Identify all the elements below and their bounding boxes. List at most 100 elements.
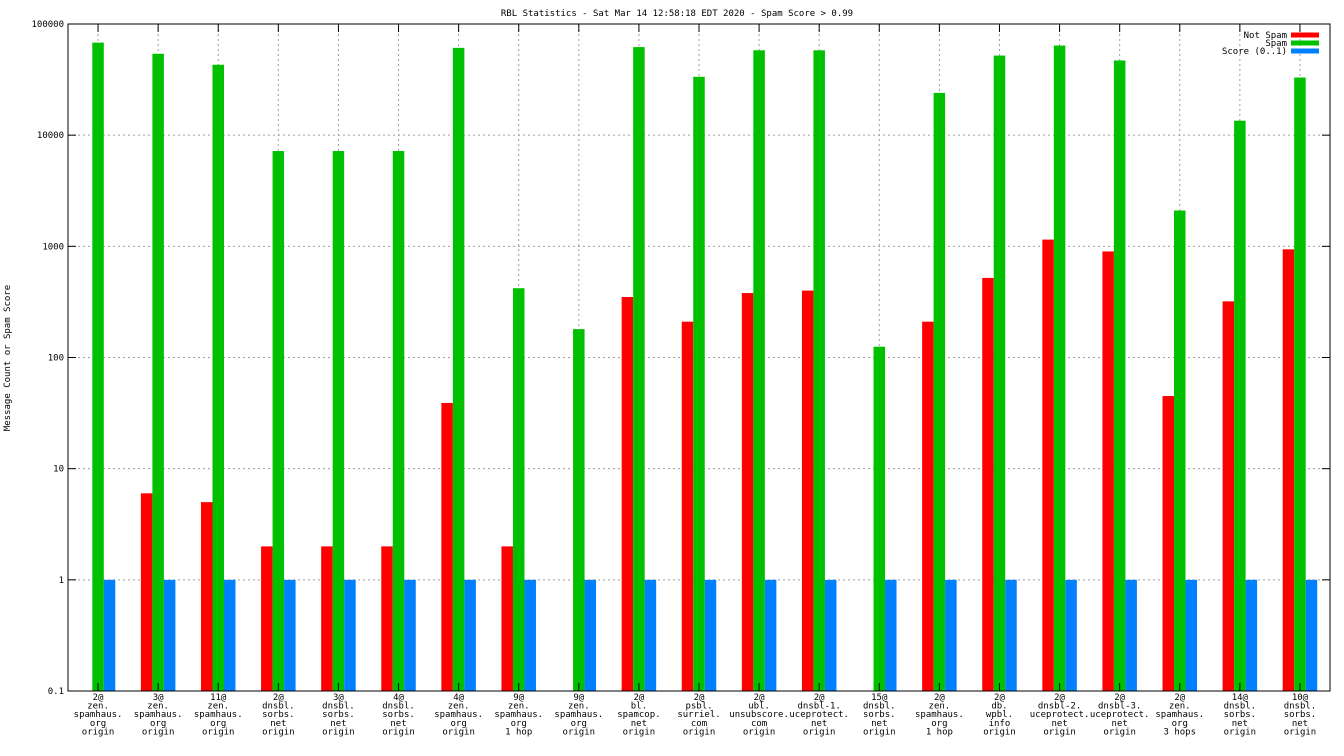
x-tick-label: org	[931, 719, 947, 729]
bar-score-0-1-	[945, 579, 957, 691]
bar-spam	[633, 47, 645, 692]
bar-spam	[392, 151, 405, 691]
x-tick-label: origin	[1224, 727, 1257, 737]
x-tick-label: zen.	[929, 702, 951, 712]
bar-score-0-1-	[584, 579, 597, 691]
y-tick-label: 100000	[31, 20, 64, 30]
bar-not-spam	[801, 290, 814, 691]
x-tick-label: zen.	[207, 702, 229, 712]
bar-score-0-1-	[163, 579, 176, 691]
x-tick-label: 2@	[1174, 693, 1185, 703]
y-tick-label: 100	[48, 354, 64, 364]
bar-not-spam	[1102, 251, 1114, 691]
x-tick-label: origin	[1043, 727, 1076, 737]
x-tick-label: 10@	[1292, 693, 1309, 703]
x-tick-label: origin	[262, 727, 295, 737]
x-tick-label: dnsbl-3.	[1098, 702, 1141, 712]
x-tick-label: origin	[803, 727, 836, 737]
x-tick-label: 3 hops	[1164, 727, 1197, 737]
y-tick-label: 1000	[42, 242, 64, 252]
x-tick-label: net	[811, 719, 827, 729]
bar-score-0-1-	[103, 579, 116, 691]
bar-not-spam	[982, 277, 994, 691]
x-tick-label: net	[330, 719, 346, 729]
x-tick-label: 2@	[1114, 693, 1125, 703]
x-tick-label: 2@	[93, 693, 104, 703]
bar-spam	[212, 64, 224, 691]
x-tick-label: dnsbl.	[322, 702, 355, 712]
bar-score-0-1-	[885, 579, 897, 691]
x-tick-label: origin	[743, 727, 776, 737]
x-tick-label: 2@	[994, 693, 1005, 703]
x-tick-label: origin	[623, 727, 656, 737]
x-tick-label: net	[1232, 719, 1248, 729]
legend-label: Not Spam	[1244, 31, 1287, 41]
y-axis-label: Message Count or Spam Score	[3, 285, 13, 431]
x-tick-label: origin	[202, 727, 235, 737]
bar-spam	[512, 288, 525, 691]
x-tick-label: origin	[563, 727, 596, 737]
bar-not-spam	[381, 546, 393, 691]
bar-score-0-1-	[644, 579, 657, 691]
x-tick-label: spamhaus.	[494, 710, 543, 720]
x-tick-label: com	[691, 719, 707, 729]
bar-not-spam	[1222, 301, 1235, 691]
x-tick-label: org	[511, 719, 527, 729]
x-tick-label: 2@	[934, 693, 945, 703]
bar-spam	[1294, 77, 1306, 691]
x-tick-label: 1 hop	[505, 727, 532, 737]
bar-spam	[873, 346, 886, 691]
x-tick-label: origin	[382, 727, 415, 737]
x-tick-label: surriel.	[677, 710, 720, 720]
legend-label: Score (0..1)	[1222, 47, 1287, 57]
bar-not-spam	[140, 493, 153, 691]
x-tick-label: spamhaus.	[74, 710, 123, 720]
x-tick-label: origin	[863, 727, 896, 737]
x-tick-label: 4@	[393, 693, 404, 703]
bar-score-0-1-	[404, 579, 416, 691]
x-tick-label: 3@	[333, 693, 344, 703]
bar-spam	[272, 151, 285, 691]
bar-score-0-1-	[1005, 579, 1017, 691]
x-tick-label: org	[571, 719, 587, 729]
axis-labels: 0.11101001000100001000002@zen.spamhaus.o…	[31, 20, 1316, 737]
bar-not-spam	[741, 293, 754, 691]
x-tick-label: uceprotect.	[1030, 710, 1090, 720]
y-tick-label: 10000	[37, 131, 64, 141]
x-tick-label: 2@	[814, 693, 825, 703]
x-tick-label: wpbl.	[986, 710, 1013, 720]
x-tick-label: spamhaus.	[434, 710, 483, 720]
x-tick-label: net	[390, 719, 406, 729]
x-tick-label: net	[1112, 719, 1128, 729]
x-tick-label: zen.	[1169, 702, 1191, 712]
x-tick-label: org	[210, 719, 226, 729]
bar-spam	[813, 50, 825, 691]
x-tick-label: zen.	[568, 702, 590, 712]
x-tick-label: dnsbl.	[1224, 702, 1257, 712]
x-tick-label: spamhaus.	[915, 710, 964, 720]
x-tick-label: org	[150, 719, 166, 729]
bar-not-spam	[501, 546, 513, 691]
bar-spam	[332, 151, 345, 691]
x-tick-label: org	[1172, 719, 1188, 729]
bar-score-0-1-	[1245, 579, 1258, 691]
x-tick-label: 2@	[633, 693, 644, 703]
x-tick-label: origin	[1103, 727, 1136, 737]
x-tick-label: dnsbl.	[863, 702, 896, 712]
x-tick-label: unsubscore.	[729, 710, 789, 720]
x-tick-label: info	[989, 719, 1011, 729]
bar-not-spam	[1282, 249, 1295, 691]
x-tick-label: origin	[142, 727, 175, 737]
bar-score-0-1-	[1185, 579, 1198, 691]
bar-spam	[573, 329, 585, 691]
bar-score-0-1-	[824, 579, 837, 691]
x-tick-label: zen.	[147, 702, 169, 712]
legend-swatch	[1291, 40, 1319, 46]
bar-score-0-1-	[284, 579, 296, 691]
bar-not-spam	[1042, 239, 1054, 691]
x-tick-label: sorbs.	[1284, 710, 1317, 720]
x-tick-label: 2@	[1054, 693, 1065, 703]
x-tick-label: com	[751, 719, 767, 729]
